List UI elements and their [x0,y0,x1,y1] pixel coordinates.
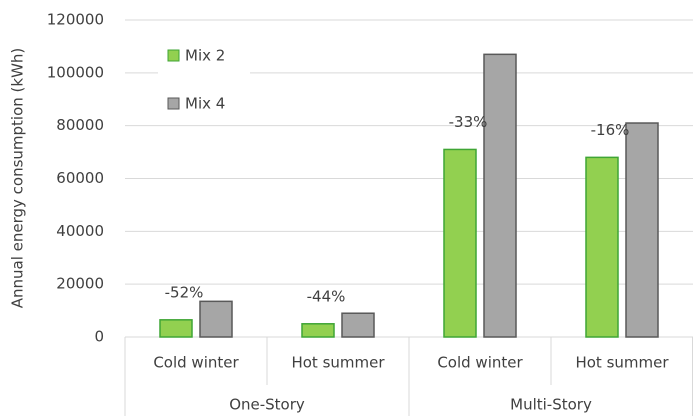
y-axis-label: Annual energy consumption (kWh) [9,48,27,309]
annotation: -52% [165,283,204,301]
annotation: -44% [307,287,346,305]
y-tick-label: 20000 [56,275,104,293]
x-tick-label: Cold winter [437,354,523,372]
x-tick-label: Hot summer [291,354,385,372]
bar [301,323,335,338]
y-tick-label: 60000 [56,169,104,187]
y-tick-label: 40000 [56,222,104,240]
legend-swatch [167,97,180,110]
y-tick-label: 100000 [47,63,104,81]
group-label: Multi-Story [510,396,592,414]
bar [443,148,477,338]
legend-label: Mix 4 [185,95,225,113]
bar [483,53,517,338]
annotation: -33% [449,113,488,131]
bar [159,319,193,338]
x-tick-label: Cold winter [153,354,239,372]
y-tick-label: 80000 [56,116,104,134]
x-tick-label: Hot summer [575,354,669,372]
y-tick-label: 120000 [47,11,104,29]
bar [585,156,619,338]
y-tick-label: 0 [94,328,104,346]
legend-label: Mix 2 [185,47,225,65]
annotation: -16% [591,121,630,139]
bar [625,122,659,338]
bar [199,300,233,338]
legend-swatch [167,49,180,62]
group-label: One-Story [229,396,305,414]
bar [341,312,375,338]
